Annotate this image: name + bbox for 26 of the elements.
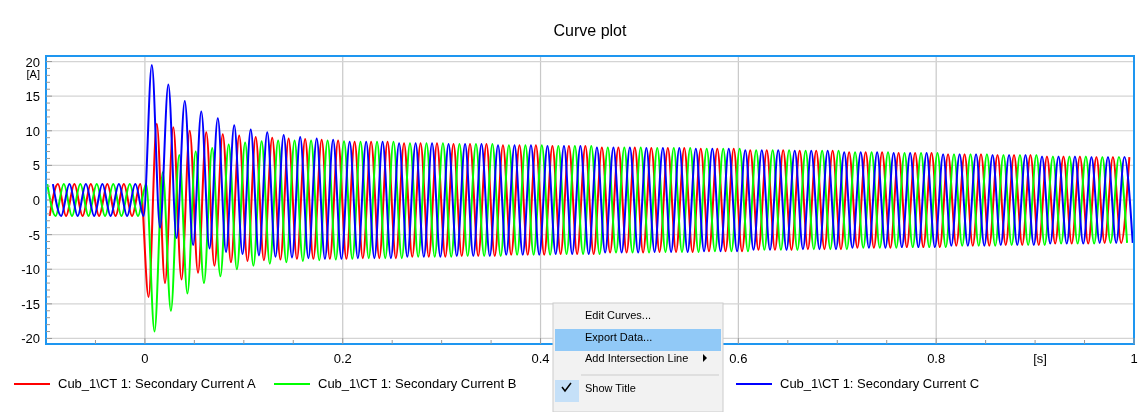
context-menu: Edit Curves... Export Data... Add Intersection Line Show Title [552, 302, 724, 412]
annotation: Export Data... [585, 331, 653, 343]
x-tick-label: 1 [1130, 351, 1138, 366]
y-tick-label: 20 [25, 54, 40, 70]
x-tick-label: 0.8 [927, 351, 946, 366]
legend-label: Cub_1\CT 1: Secondary Current A [58, 376, 257, 391]
y-axis-title: [A] [26, 68, 40, 80]
y-tick-label: 0 [32, 193, 40, 208]
x-axis-title: [s] [1033, 351, 1047, 366]
legend-label: Cub_1\CT 1: Secondary Current C [780, 376, 980, 391]
legend-label: Cub_1\CT 1: Secondary Current B [318, 376, 517, 391]
chart-title: Curve plot [553, 22, 628, 39]
y-tick-label: 10 [25, 123, 40, 139]
y-tick-label: -5 [28, 227, 40, 243]
y-tick-label: -10 [21, 262, 40, 278]
y-tick-label: -20 [21, 331, 40, 347]
y-tick-label: 15 [25, 89, 40, 105]
x-tick-label: 0.6 [729, 351, 748, 366]
line-series [46, 139, 1129, 333]
x-tick-label: 0 [141, 351, 149, 366]
y-tick-label: 5 [32, 158, 40, 174]
line-series [51, 64, 1134, 260]
y-tick-label: -15 [21, 296, 40, 312]
x-tick-label: 0.4 [531, 351, 550, 366]
x-tick-label: 0.2 [333, 351, 352, 366]
annotation: Edit Curves... [585, 309, 652, 321]
